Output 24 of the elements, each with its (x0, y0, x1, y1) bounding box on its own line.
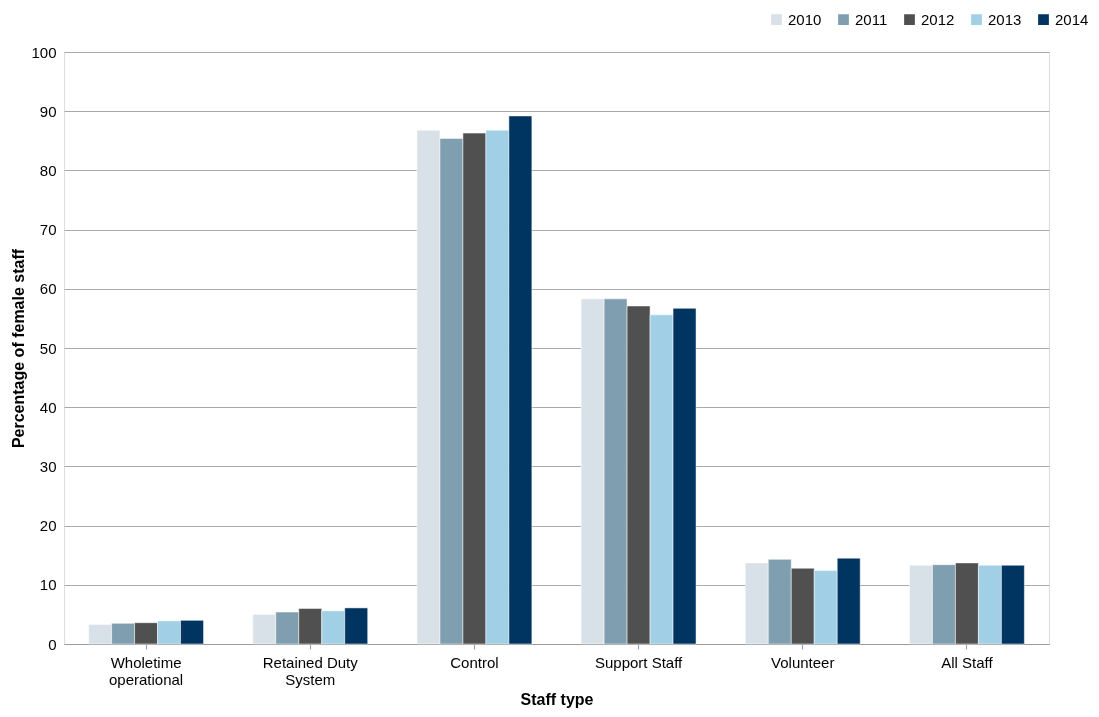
legend-label: 2013 (988, 10, 1022, 28)
x-tick-label: Support Staff (594, 653, 684, 671)
legend-label: 2012 (921, 10, 955, 28)
y-tick-label: 90 (39, 102, 57, 120)
x-tick-label: All Staff (941, 653, 994, 671)
y-tick-label: 60 (39, 280, 57, 298)
legend-label: 2010 (788, 10, 822, 28)
y-tick-label: 30 (39, 457, 57, 475)
y-tick-label: 50 (39, 339, 57, 357)
x-tick-label: Control (450, 653, 499, 671)
y-axis-title: Percentage of female staff (10, 248, 28, 449)
y-tick-label: 40 (39, 398, 57, 416)
legend-label: 2011 (855, 10, 888, 28)
legend-label: 2014 (1055, 10, 1089, 28)
y-tick-label: 80 (39, 161, 57, 179)
x-tick-label: Wholetime operational (108, 653, 184, 688)
y-tick-label: 20 (39, 517, 57, 535)
x-axis-title: Staff type (520, 690, 594, 708)
x-tick-label: Volunteer (771, 653, 835, 671)
y-tick-label: 0 (48, 635, 57, 653)
y-tick-label: 70 (39, 221, 57, 239)
y-tick-label: 100 (31, 43, 57, 61)
x-tick-label: Retained Duty System (262, 653, 359, 688)
y-tick-label: 10 (39, 576, 57, 594)
